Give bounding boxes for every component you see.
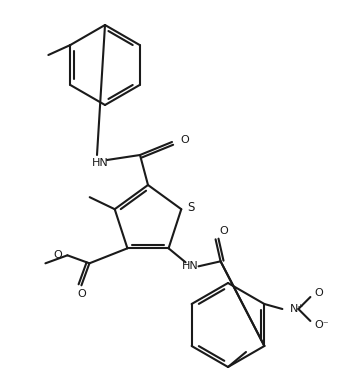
Text: O: O <box>314 288 323 298</box>
Text: O: O <box>220 226 228 236</box>
Text: N⁺: N⁺ <box>290 304 305 314</box>
Text: HN: HN <box>92 158 108 168</box>
Text: S: S <box>187 201 195 214</box>
Text: HN: HN <box>182 261 199 271</box>
Text: O: O <box>77 289 86 300</box>
Text: O: O <box>54 250 63 260</box>
Text: O: O <box>180 135 189 145</box>
Text: O⁻: O⁻ <box>314 320 329 330</box>
